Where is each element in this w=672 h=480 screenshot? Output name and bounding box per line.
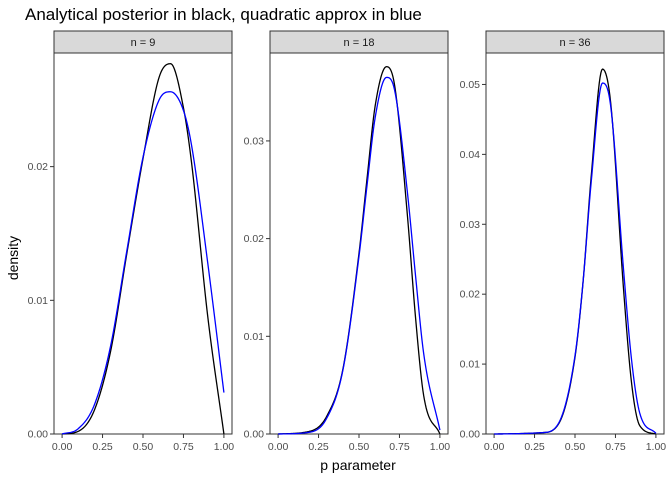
facet-panel-1: n = 9 0.00 0.01 0.02 0.00 0.25 0.50 0.75 1.00 [28, 30, 235, 453]
x-tick-label: 0.50 [565, 441, 586, 453]
quadratic-curve [278, 76, 441, 435]
y-tick-label: 0.00 [244, 429, 265, 441]
y-axis-title: density [5, 236, 21, 280]
quadratic-curve [61, 91, 225, 435]
x-tick-label: 0.00 [484, 441, 505, 453]
analytical-curve [494, 68, 657, 435]
x-tick-label: 1.00 [430, 441, 451, 453]
facet-panel-border [485, 52, 665, 435]
y-tick-label: 0.02 [28, 161, 49, 173]
x-axis-title: p parameter [320, 457, 396, 473]
analytical-curve [62, 63, 225, 435]
facet-strip-label: n = 18 [344, 37, 375, 49]
x-tick-label: 0.75 [605, 441, 626, 453]
y-tick-label: 0.05 [460, 79, 481, 91]
x-tick-label: 1.00 [214, 441, 235, 453]
y-tick-label: 0.01 [244, 331, 265, 343]
y-tick-label: 0.01 [460, 359, 481, 371]
x-tick-label: 0.25 [92, 441, 113, 453]
y-tick-label: 0.01 [28, 295, 49, 307]
facet-panel-2: n = 18 0.00 0.01 0.02 0.03 0.00 0.25 0.50 0.75 1.… [244, 30, 451, 453]
facet-panels: n = 90.000.010.020.00 0.25 0.50 0.75 1.00n =… [28, 30, 667, 453]
chart-title: Analytical posterior in black, quadratic… [25, 5, 422, 24]
y-tick-label: 0.02 [460, 289, 481, 301]
y-tick-label: 0.03 [244, 135, 265, 147]
x-tick-label: 0.50 [349, 441, 370, 453]
y-tick-label: 0.02 [244, 233, 265, 245]
y-tick-label: 0.04 [460, 149, 481, 161]
x-tick-label: 0.50 [133, 441, 154, 453]
facet-strip-label: n = 36 [560, 37, 591, 49]
x-tick-label: 0.00 [268, 441, 289, 453]
x-tick-label: 0.75 [173, 441, 194, 453]
x-tick-label: 0.75 [389, 441, 410, 453]
analytical-curve [278, 66, 441, 435]
y-tick-label: 0.00 [460, 429, 481, 441]
y-tick-label: 0.00 [28, 429, 49, 441]
x-tick-label: 0.25 [308, 441, 329, 453]
x-tick-label: 1.00 [646, 441, 667, 453]
x-tick-label: 0.00 [52, 441, 73, 453]
y-tick-label: 0.03 [460, 219, 481, 231]
facet-panel-3: n = 36 0.00 0.01 0.02 0.03 0.04 0.05 0.00 0.25 0.… [460, 30, 667, 453]
facet-strip-label: n = 9 [131, 37, 156, 49]
x-tick-label: 0.25 [524, 441, 545, 453]
quadratic-curve [494, 82, 657, 435]
